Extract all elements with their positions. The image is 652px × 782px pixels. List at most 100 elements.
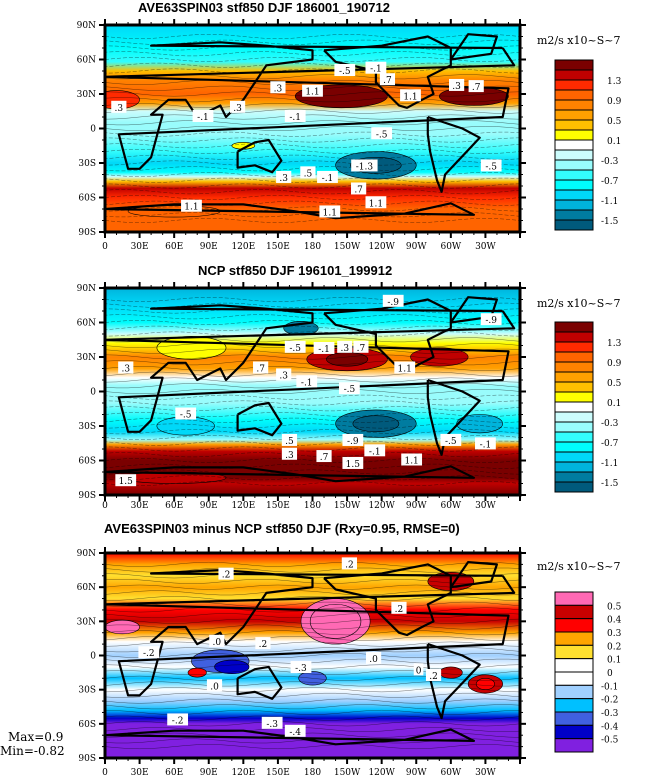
contour-line	[105, 435, 520, 440]
contour-label: 1.1	[394, 361, 416, 375]
contour-line	[105, 143, 520, 149]
contour-line	[105, 412, 520, 417]
coastline	[105, 304, 516, 433]
colorbar-label: 0.1	[607, 656, 621, 666]
colorbar-label: 0.9	[607, 359, 622, 369]
contour-line	[105, 189, 520, 195]
contour-line	[105, 675, 520, 681]
y-tick-label: 30N	[77, 90, 96, 100]
contour-line	[105, 108, 520, 114]
contour-label: -.1	[317, 170, 338, 184]
contour-label-text: .0	[210, 682, 219, 692]
coastline	[449, 296, 498, 324]
min-value: Min=-0.82	[0, 744, 65, 758]
contour-label-text: .2	[345, 560, 354, 570]
colorbar-label: 0.4	[607, 616, 622, 626]
contour-line	[105, 371, 520, 377]
y-tick-label: 60N	[77, 319, 96, 329]
contour-label: 1.1	[365, 196, 387, 209]
contour-line	[105, 172, 520, 177]
coastline	[323, 35, 452, 109]
contour-line	[105, 670, 520, 675]
contour-label-text: .7	[354, 185, 363, 195]
contour-label-text: .7	[383, 76, 392, 86]
colorbar-swatch	[554, 219, 594, 231]
contour-line	[105, 653, 520, 658]
x-tick-label: 60E	[165, 501, 183, 511]
contour-line	[105, 423, 520, 429]
contour-line	[105, 348, 520, 354]
contour-line	[105, 715, 520, 721]
contour-label: -.3	[261, 716, 283, 730]
colorbar-swatch	[554, 481, 594, 493]
contour-label-text: -.4	[289, 728, 301, 738]
contour-line	[105, 732, 520, 738]
contour-label: .3	[281, 447, 298, 461]
coastline	[236, 665, 283, 700]
contour-line	[105, 68, 520, 74]
colorbar-label: -1.5	[601, 217, 619, 227]
contour-label: .0	[209, 634, 225, 648]
x-tick-label: 60W	[440, 768, 461, 778]
contour-label: -.3	[290, 661, 312, 674]
y-tick-label: 0	[90, 125, 96, 135]
contour-label-text: -.1	[369, 447, 381, 457]
contour-label-text: .7	[357, 344, 366, 354]
contour-label: .3	[448, 78, 465, 92]
contour-line	[105, 154, 520, 160]
panel3-title: AVE63SPIN03 minus NCP stf850 DJF (Rxy=0.…	[104, 521, 460, 536]
colorbar-swatch	[554, 401, 594, 413]
colorbar-label: 0.1	[607, 137, 621, 147]
contour-line	[105, 624, 520, 630]
x-tick-label: 150E	[266, 768, 290, 778]
colorbar-swatch	[554, 351, 594, 363]
x-tick-label: 180	[304, 768, 321, 778]
contour-line	[105, 149, 520, 154]
contour-line	[105, 314, 520, 320]
panel1-title: AVE63SPIN03 stf850 DJF 186001_190712	[138, 0, 390, 15]
colorbar-swatch	[554, 209, 594, 221]
contour-label-text: 1.1	[398, 365, 412, 375]
contour-label: -.5	[480, 159, 502, 172]
contour-label: .3	[337, 340, 353, 354]
contour-line	[105, 166, 520, 172]
colorbar-label: 0.3	[607, 629, 622, 639]
y-tick-label: 30S	[78, 686, 96, 696]
panel2-title: NCP stf850 DJF 196101_199912	[198, 263, 393, 278]
contour-line	[105, 218, 520, 223]
x-tick-label: 90W	[406, 501, 427, 511]
contour-label: -.5	[284, 340, 306, 354]
contour-label: .3	[270, 81, 286, 94]
colorbar-swatch	[554, 79, 594, 91]
coastline	[105, 569, 516, 697]
contour-line	[105, 406, 520, 412]
x-tick-label: 30E	[131, 501, 149, 511]
colorbar-swatch	[554, 149, 594, 161]
contour-line	[105, 206, 520, 212]
contour-line	[105, 62, 520, 68]
contour-line	[105, 366, 520, 371]
contour-line	[105, 212, 520, 218]
contour-line	[105, 297, 520, 302]
panel2-units: m2/s x10~S~7	[537, 297, 621, 310]
contour-label-text: .5	[304, 169, 313, 179]
contour-label-text: .2	[429, 672, 438, 682]
colorbar-swatch	[554, 129, 594, 141]
contour-label: -.1	[284, 110, 306, 123]
coastline	[426, 378, 481, 456]
contour-line	[105, 469, 520, 475]
contour-line	[105, 103, 520, 108]
contour-label: .2	[255, 637, 271, 650]
colorbar-swatch	[554, 321, 594, 333]
contour-label-text: 1.5	[346, 460, 361, 470]
colorbar: 0.5 0.4 0.3 0.2 0.1 0 -0.1 -0.2 -0.3 -0.4 -0.5	[554, 591, 622, 753]
contour-label: 0	[413, 663, 424, 676]
contour-line	[105, 709, 520, 715]
contour-line	[105, 160, 520, 166]
contour-label-text: .0	[369, 655, 378, 665]
contour-line	[105, 417, 520, 423]
contour-line	[105, 57, 520, 62]
y-tick-label: 30S	[78, 422, 96, 432]
y-tick-label: 90N	[77, 21, 96, 31]
contour-label: .3	[276, 170, 292, 184]
